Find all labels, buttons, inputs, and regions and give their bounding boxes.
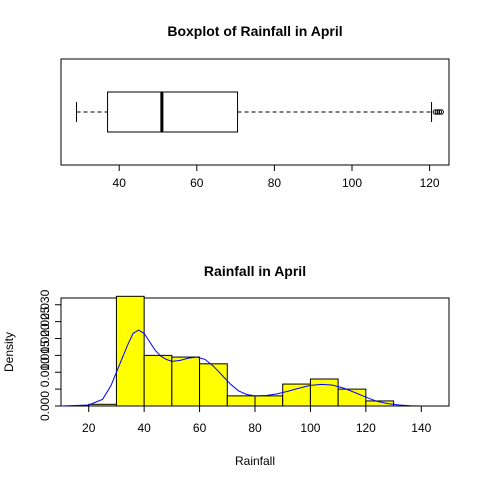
boxplot-title: Boxplot of Rainfall in April bbox=[167, 23, 342, 39]
outlier-point bbox=[436, 109, 442, 115]
histogram-x-tick-label: 140 bbox=[411, 421, 431, 435]
boxplot-x-tick-label: 80 bbox=[268, 176, 282, 190]
boxplot-x-tick-label: 120 bbox=[420, 176, 440, 190]
histogram-y-tick-label: 0.030 bbox=[38, 289, 52, 319]
histogram-x-tick-label: 80 bbox=[248, 421, 262, 435]
histogram-ylabel: Density bbox=[2, 332, 16, 372]
boxplot-x-tick-label: 100 bbox=[342, 176, 362, 190]
histogram-bar bbox=[199, 363, 228, 407]
histogram-x-tick-label: 120 bbox=[356, 421, 376, 435]
histogram-y-tick-label: 0.015 bbox=[38, 340, 52, 370]
histogram-bar bbox=[226, 395, 256, 407]
boxplot-x-tick-label: 40 bbox=[113, 176, 127, 190]
boxplot-body bbox=[76, 91, 444, 133]
histogram-y-tick-label: 0.025 bbox=[38, 306, 52, 336]
histogram-bar bbox=[254, 395, 284, 407]
histogram-x-tick-label: 20 bbox=[82, 421, 96, 435]
histogram-bar bbox=[115, 295, 145, 407]
histogram-title: Rainfall in April bbox=[204, 263, 306, 279]
histogram-x-tick-label: 60 bbox=[193, 421, 207, 435]
histogram-bar bbox=[171, 356, 201, 407]
boxplot-x-axis: 40 60 80 100 120 bbox=[113, 164, 440, 190]
histogram-x-axis: 20 40 60 80 100 120 140 bbox=[82, 405, 432, 435]
histogram-x-tick-label: 100 bbox=[300, 421, 320, 435]
boxplot-panel: Boxplot of Rainfall in April 40 60 80 100 12… bbox=[60, 23, 450, 190]
density-curve bbox=[60, 329, 422, 407]
histogram-x-tick-label: 40 bbox=[137, 421, 151, 435]
histogram-y-tick-label: 0.020 bbox=[38, 323, 52, 353]
iqr-box bbox=[107, 91, 239, 133]
histogram-y-tick-label: 0.000 bbox=[38, 391, 52, 421]
histogram-panel: Rainfall in April 20 40 60 80 100 120 140 0.00… bbox=[2, 263, 450, 468]
histogram-bar bbox=[309, 378, 339, 407]
histogram-bar bbox=[143, 354, 173, 407]
outlier-point bbox=[438, 109, 444, 115]
boxplot-x-tick-label: 60 bbox=[190, 176, 204, 190]
histogram-bar bbox=[282, 383, 311, 407]
outlier-point bbox=[432, 109, 439, 115]
histogram-bars bbox=[88, 295, 395, 407]
histogram-xlabel: Rainfall bbox=[235, 454, 275, 468]
outlier-point bbox=[434, 109, 441, 115]
histogram-y-tick-label: 0.010 bbox=[38, 357, 52, 387]
